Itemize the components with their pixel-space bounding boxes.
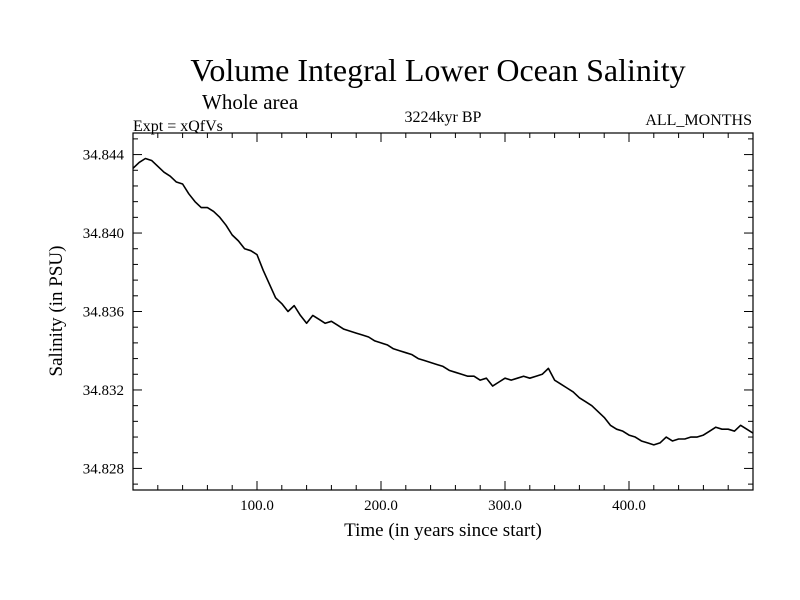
y-tick-label: 34.840 [83,226,124,242]
y-axis-tick-labels: 34.828 34.832 34.836 34.840 34.844 [83,148,125,478]
y-tick-label: 34.832 [83,383,124,399]
x-axis-tick-labels: 100.0 200.0 300.0 400.0 [240,498,646,514]
x-tick-label: 100.0 [240,498,274,514]
chart-subtitle: Whole area [202,90,299,114]
months-label: ALL_MONTHS [645,112,752,129]
x-axis-label: Time (in years since start) [344,520,542,541]
expt-label: Expt = xQfVs [133,118,223,135]
plot-frame [132,132,754,491]
x-tick-label: 200.0 [364,498,398,514]
x-tick-label: 300.0 [488,498,522,514]
period-label: 3224kyr BP [405,109,482,126]
y-axis-ticks [133,138,753,485]
chart-title: Volume Integral Lower Ocean Salinity [190,52,685,88]
x-tick-label: 400.0 [612,498,646,514]
y-tick-label: 34.844 [83,148,125,164]
salinity-series-line [132,157,754,446]
y-axis-label: Salinity (in PSU) [46,246,67,377]
y-tick-label: 34.836 [83,305,125,321]
y-tick-label: 34.828 [83,461,124,477]
x-axis-ticks [157,133,729,490]
